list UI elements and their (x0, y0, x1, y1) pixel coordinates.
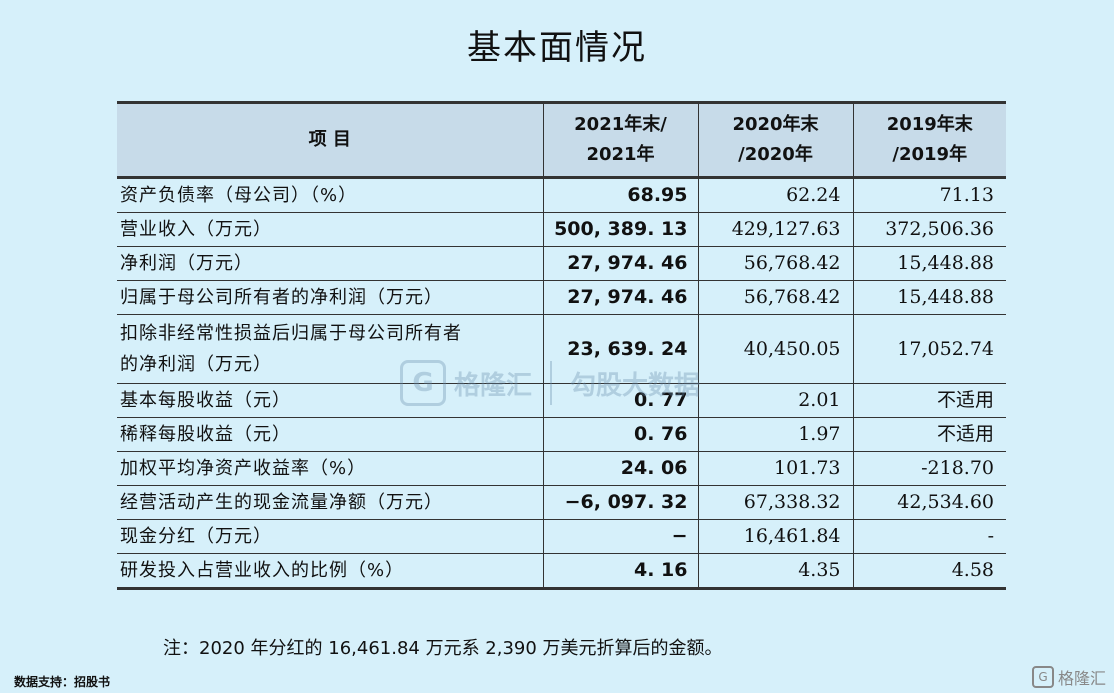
row-value-2019: 71.13 (852, 177, 1006, 213)
table-row: 营业收入（万元） 500, 389. 13 429,127.63 372,506… (117, 212, 1006, 247)
row-value-2020: 1.97 (697, 417, 853, 452)
row-item: 归属于母公司所有者的净利润（万元） (117, 280, 543, 315)
row-item: 研发投入占营业收入的比例（%） (117, 553, 543, 590)
page-title: 基本面情况 (467, 28, 647, 68)
header-2020: 2020年末 /2020年 (697, 101, 853, 179)
table-row: 经营活动产生的现金流量净额（万元） −6, 097. 32 67,338.32 … (117, 485, 1006, 520)
corner-logo-icon: G (1031, 666, 1054, 688)
row-item-line2: 的净利润（万元） (120, 354, 272, 375)
row-value-2019: 15,448.88 (852, 280, 1006, 315)
header-2021-line1: 2021年末/ (574, 114, 667, 135)
row-value-2021: 27, 974. 46 (542, 246, 698, 281)
header-2020-line2: /2020年 (738, 144, 813, 165)
row-value-2019: 372,506.36 (852, 212, 1006, 247)
row-value-2020: 16,461.84 (697, 519, 853, 554)
row-item: 净利润（万元） (117, 246, 543, 281)
row-value-2019: 17,052.74 (852, 314, 1006, 384)
row-value-2019: 不适用 (852, 417, 1006, 452)
row-value-2019: 不适用 (852, 383, 1006, 418)
row-value-2020: 56,768.42 (697, 246, 853, 281)
footnote: 注：2020 年分红的 16,461.84 万元系 2,390 万美元折算后的金… (163, 638, 723, 659)
row-value-2019: 4.58 (852, 553, 1006, 590)
row-value-2021: 0. 76 (542, 417, 698, 452)
table-row: 扣除非经常性损益后归属于母公司所有者 的净利润（万元） 23, 639. 24 … (117, 314, 1006, 384)
row-value-2021: 500, 389. 13 (542, 212, 698, 247)
table-row: 基本每股收益（元） 0. 77 2.01 不适用 (117, 383, 1006, 418)
row-value-2021: 24. 06 (542, 451, 698, 486)
row-value-2020: 4.35 (697, 553, 853, 590)
header-2019-line1: 2019年末 (886, 114, 973, 135)
row-value-2021: 23, 639. 24 (542, 314, 698, 384)
row-value-2020: 101.73 (697, 451, 853, 486)
table-row: 净利润（万元） 27, 974. 46 56,768.42 15,448.88 (117, 246, 1006, 281)
row-value-2019: 15,448.88 (852, 246, 1006, 281)
table-row: 资产负债率（母公司）（%） 68.95 62.24 71.13 (117, 177, 1006, 213)
row-value-2020: 2.01 (697, 383, 853, 418)
row-value-2019: 42,534.60 (852, 485, 1006, 520)
header-2019-line2: /2019年 (892, 144, 968, 165)
row-value-2020: 56,768.42 (697, 280, 853, 315)
row-value-2019: -218.70 (852, 451, 1006, 486)
row-value-2021: −6, 097. 32 (542, 485, 698, 520)
header-2021: 2021年末/ 2021年 (542, 101, 698, 179)
table-row: 归属于母公司所有者的净利润（万元） 27, 974. 46 56,768.42 … (117, 280, 1006, 315)
row-item: 扣除非经常性损益后归属于母公司所有者 的净利润（万元） (117, 314, 543, 384)
header-2020-line1: 2020年末 (732, 114, 819, 135)
table-row: 现金分红（万元） − 16,461.84 - (117, 519, 1006, 554)
table-row: 加权平均净资产收益率（%） 24. 06 101.73 -218.70 (117, 451, 1006, 486)
row-value-2020: 67,338.32 (697, 485, 853, 520)
row-item: 基本每股收益（元） (117, 383, 543, 418)
row-value-2020: 40,450.05 (697, 314, 853, 384)
financial-table-container: 项 目 2021年末/ 2021年 2020年末 /2020年 2019年末 /… (117, 101, 1006, 590)
row-item-line1: 扣除非经常性损益后归属于母公司所有者 (120, 323, 462, 344)
row-value-2019: - (852, 519, 1006, 554)
financial-table: 项 目 2021年末/ 2021年 2020年末 /2020年 2019年末 /… (117, 101, 1006, 590)
header-2021-line2: 2021年 (586, 144, 655, 165)
corner-logo: G 格隆汇 (1031, 665, 1106, 689)
row-value-2021: 27, 974. 46 (542, 280, 698, 315)
row-item: 稀释每股收益（元） (117, 417, 543, 452)
row-value-2020: 429,127.63 (697, 212, 853, 247)
table-header-row: 项 目 2021年末/ 2021年 2020年末 /2020年 2019年末 /… (117, 101, 1006, 179)
data-source: 数据支持：招股书 (14, 675, 111, 689)
row-item: 加权平均净资产收益率（%） (117, 451, 543, 486)
header-item: 项 目 (117, 101, 543, 179)
row-item: 资产负债率（母公司）（%） (117, 177, 543, 213)
corner-logo-text: 格隆汇 (1057, 669, 1106, 688)
row-value-2021: 0. 77 (542, 383, 698, 418)
header-2019: 2019年末 /2019年 (852, 101, 1006, 179)
row-item: 现金分红（万元） (117, 519, 543, 554)
row-item: 经营活动产生的现金流量净额（万元） (117, 485, 543, 520)
table-row: 研发投入占营业收入的比例（%） 4. 16 4.35 4.58 (117, 553, 1006, 590)
row-value-2021: − (542, 519, 698, 554)
row-value-2021: 68.95 (542, 177, 698, 213)
row-value-2020: 62.24 (697, 177, 853, 213)
row-item: 营业收入（万元） (117, 212, 543, 247)
table-row: 稀释每股收益（元） 0. 76 1.97 不适用 (117, 417, 1006, 452)
row-value-2021: 4. 16 (542, 553, 698, 590)
